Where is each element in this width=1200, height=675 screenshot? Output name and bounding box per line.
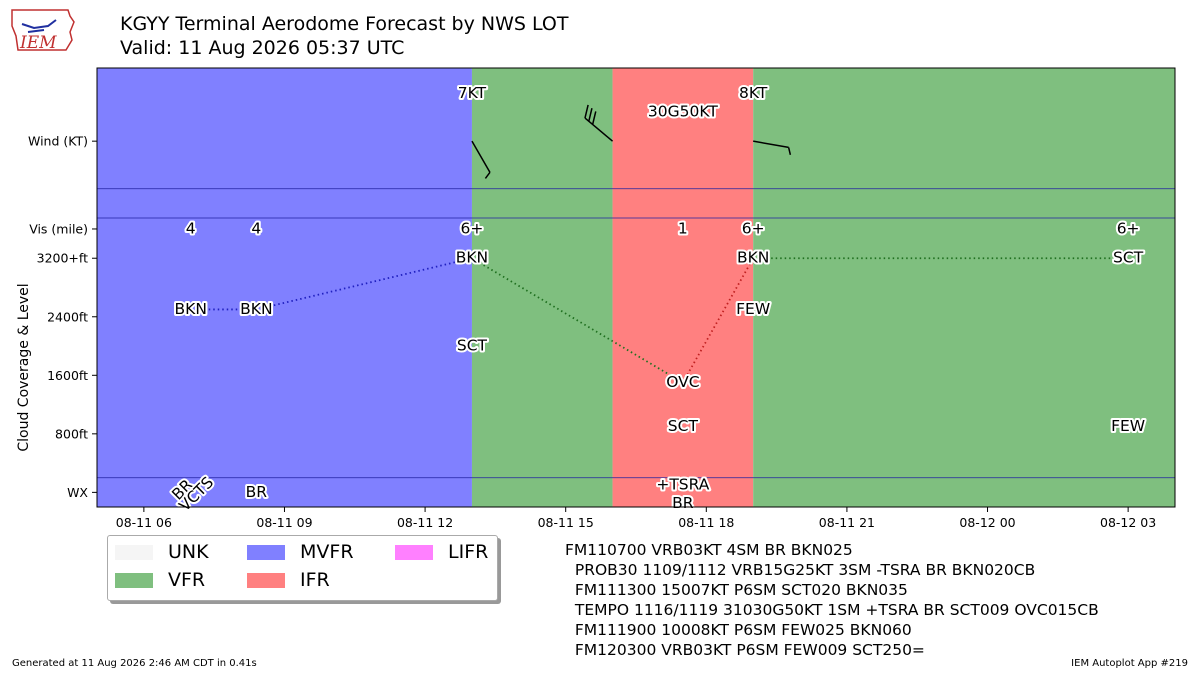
y-tick-label: Vis (mile)	[29, 221, 88, 236]
flight-band-vfr	[753, 68, 1175, 507]
visibility-label: 4	[186, 219, 196, 237]
y-tick-label: 800ft	[55, 426, 88, 441]
weather-label: BR	[246, 483, 268, 501]
wind-label: 8KT	[739, 84, 768, 102]
ceiling-segment	[682, 257, 754, 384]
x-tick-label: 08-11 15	[538, 515, 594, 530]
cloud-label: BKN	[456, 249, 488, 267]
wind-label: 30G50KT	[648, 102, 718, 120]
weather-label: +TSRA	[656, 476, 709, 494]
plot-frame	[96, 67, 1176, 508]
visibility-label: 1	[678, 219, 688, 237]
wind-barb	[584, 104, 614, 142]
panel-divider-lines	[97, 188, 1175, 479]
legend-swatch-ifr	[247, 573, 285, 588]
x-tick-label: 08-11 18	[678, 515, 734, 530]
cloud-label: BKN	[737, 249, 769, 267]
barb-flag	[588, 108, 593, 122]
page-title: KGYY Terminal Aerodome Forecast by NWS L…	[120, 13, 569, 35]
visibility-label: 6+	[1117, 219, 1140, 237]
taf-line: FM110700 VRB03KT 4SM BR BKN025	[565, 541, 853, 559]
cloud-label: SCT	[1113, 249, 1144, 267]
y-tick-label: WX	[67, 485, 88, 500]
cloud-label: FEW	[736, 300, 770, 318]
barb-flag	[591, 111, 597, 125]
legend-swatch-mvfr	[247, 545, 285, 560]
y-axis: Wind (KT) Vis (mile) 3200+ft 2400ft 1600ft 80…	[28, 134, 97, 500]
wind-label: 7KT	[458, 84, 487, 102]
wind-barb	[753, 140, 792, 156]
y-tick-label: Wind (KT)	[28, 134, 88, 149]
iem-logo: IEM	[8, 6, 78, 60]
cloud-label: SCT	[668, 417, 699, 435]
wind-barbs	[471, 104, 792, 179]
cloud-label: BKN	[175, 300, 207, 318]
taf-line: FM111900 10008KT P6SM FEW025 BKN060	[565, 621, 912, 639]
ceiling-path	[190, 257, 1129, 384]
wind-barb	[471, 140, 491, 179]
visibility-label: 6+	[461, 219, 484, 237]
cloud-label: BKN	[240, 300, 272, 318]
flight-category-bands	[97, 68, 1175, 507]
cloud-label: SCT	[457, 337, 488, 355]
legend-label-unk: UNK	[168, 541, 209, 563]
y-tick-label: 2400ft	[47, 309, 88, 324]
x-tick-label: 08-12 00	[959, 515, 1015, 530]
legend-label-lifr: LIFR	[448, 541, 489, 563]
legend-swatch-vfr	[115, 573, 153, 588]
flight-band-mvfr	[97, 68, 472, 507]
legend-label-ifr: IFR	[300, 569, 330, 591]
x-tick-label: 08-11 09	[256, 515, 312, 530]
legend: UNK VFR MVFR IFR LIFR	[107, 535, 498, 601]
taf-line: FM120300 VRB03KT P6SM FEW009 SCT250=	[565, 641, 925, 659]
x-axis: 08-11 06 08-11 09 08-11 12 08-11 15 08-11 18…	[116, 507, 1156, 530]
taf-line: FM111300 15007KT P6SM SCT020 BKN035	[565, 581, 908, 599]
flight-band-ifr	[612, 68, 754, 507]
ceiling-segment	[256, 257, 473, 311]
taf-line: TEMPO 1116/1119 31030G50KT 1SM +TSRA BR …	[565, 601, 1099, 619]
barb-flag	[584, 104, 589, 119]
taf-raw-text: FM110700 VRB03KT 4SM BR BKN025 PROB30 11…	[565, 540, 1099, 660]
weather-label: BR	[672, 494, 694, 512]
barb-half	[787, 147, 792, 156]
footer-generated: Generated at 11 Aug 2026 2:46 AM CDT in …	[12, 658, 257, 669]
visibility-label: 4	[251, 219, 261, 237]
barb-shaft	[753, 140, 789, 149]
x-tick-label: 08-11 21	[819, 515, 875, 530]
footer-app-id: IEM Autoplot App #219	[1071, 658, 1188, 669]
x-tick-label: 08-12 03	[1100, 515, 1156, 530]
logo-text: IEM	[19, 33, 57, 53]
x-tick-label: 08-11 06	[116, 515, 172, 530]
ceiling-segment	[471, 257, 684, 384]
flight-band-vfr	[471, 68, 613, 507]
barb-shaft	[471, 140, 491, 173]
legend-label-vfr: VFR	[168, 569, 206, 591]
legend-swatch-lifr	[395, 545, 433, 560]
barb-half	[484, 171, 491, 179]
cloud-label: OVC	[666, 373, 699, 391]
visibility-label: 6+	[742, 219, 765, 237]
legend-label-mvfr: MVFR	[300, 541, 354, 563]
barb-shaft	[584, 117, 614, 142]
y-axis-label: Cloud Coverage & Level	[16, 283, 32, 451]
legend-swatch-unk	[115, 545, 153, 560]
taf-line: PROB30 1109/1112 VRB15G25KT 3SM -TSRA BR…	[565, 561, 1036, 579]
cloud-label: FEW	[1111, 417, 1145, 435]
y-tick-label: 3200+ft	[37, 251, 88, 266]
x-tick-label: 08-11 12	[397, 515, 453, 530]
y-tick-label: 1600ft	[47, 368, 88, 383]
page-subtitle: Valid: 11 Aug 2026 05:37 UTC	[120, 37, 405, 59]
